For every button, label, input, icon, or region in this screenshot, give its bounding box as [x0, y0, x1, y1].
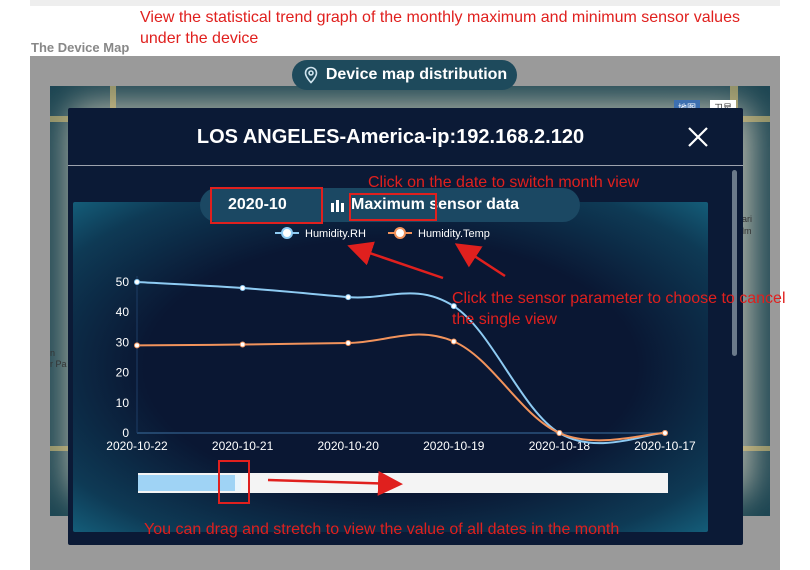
month-date-button[interactable]: 2020-10	[228, 196, 287, 213]
annotation-drag: You can drag and stretch to view the val…	[144, 521, 620, 538]
scrollbar[interactable]	[732, 170, 737, 356]
data-point	[134, 342, 140, 349]
modal-title: LOS ANGELES-America-ip:192.168.2.120	[196, 126, 585, 148]
y-tick-label: 50	[116, 275, 130, 289]
sensor-mode-highlight: Maximum	[351, 196, 425, 213]
x-tick-label: 2020-10-18	[529, 439, 591, 453]
sensor-mode-rest: sensor data	[424, 196, 520, 213]
map-title: Device map distribution	[325, 66, 508, 83]
zoom-slider-window[interactable]	[138, 475, 239, 491]
maximum-highlight-box	[349, 193, 437, 221]
sensor-mode-title[interactable]: Maximum sensor data	[351, 196, 519, 214]
data-point	[662, 430, 668, 436]
date-highlight-box	[210, 187, 323, 224]
map-label: ari	[742, 214, 753, 224]
sensor-cluster-icon	[331, 200, 344, 212]
x-tick-label: 2020-10-20	[318, 439, 380, 453]
x-tick-label: 2020-10-21	[212, 439, 274, 453]
data-point	[556, 430, 563, 436]
map-label: lm	[742, 226, 752, 236]
data-point	[450, 338, 457, 345]
x-tick-label: 2020-10-17	[634, 439, 696, 453]
map-title-pill: Device map distribution	[292, 60, 517, 90]
y-tick-label: 0	[122, 426, 129, 440]
series-line-1	[136, 333, 666, 442]
x-tick-label: 2020-10-22	[106, 439, 168, 453]
legend-label-1: Humidity.Temp	[418, 228, 490, 240]
annotation-sensor-line2: the single view	[452, 311, 557, 328]
data-point	[450, 303, 457, 310]
data-point	[134, 279, 140, 285]
annotation-sensor: Click the sensor parameter to choose to …	[452, 288, 786, 330]
slider-highlight-box	[218, 460, 250, 504]
legend-marker-1	[394, 227, 406, 239]
map-label: n	[50, 348, 56, 358]
data-point	[345, 340, 352, 347]
location-pin-icon	[304, 66, 318, 84]
legend-marker-0	[281, 227, 293, 239]
annotation-date: Click on the date to switch month view	[368, 174, 640, 191]
data-point	[239, 341, 246, 348]
annotation-top-line1: View the statistical trend graph of the …	[140, 9, 740, 26]
trend-chart[interactable]: 0 10 20 30 40 50 2020-10-22 2020-10-21 2020-10-2…	[68, 108, 743, 545]
annotation-sensor-line1: Click the sensor parameter to choose to …	[452, 290, 786, 307]
section-title: The Device Map	[31, 40, 130, 55]
annotation-top: View the statistical trend graph of the …	[140, 7, 740, 49]
annotation-top-line2: under the device	[140, 30, 259, 47]
modal-divider	[68, 165, 743, 166]
data-point	[345, 294, 352, 301]
zoom-slider-handle[interactable]	[234, 475, 241, 491]
y-tick-label: 30	[116, 335, 130, 349]
zoom-slider-track[interactable]	[138, 473, 668, 493]
x-tick-label: 2020-10-19	[423, 439, 485, 453]
top-bar	[30, 0, 780, 6]
y-tick-label: 40	[116, 305, 130, 319]
close-icon[interactable]	[685, 124, 711, 150]
data-point	[239, 285, 246, 292]
map-label: r Pa	[50, 359, 67, 369]
y-tick-label: 10	[116, 396, 130, 410]
legend-label-0: Humidity.RH	[305, 228, 366, 240]
y-tick-label: 20	[116, 366, 130, 380]
